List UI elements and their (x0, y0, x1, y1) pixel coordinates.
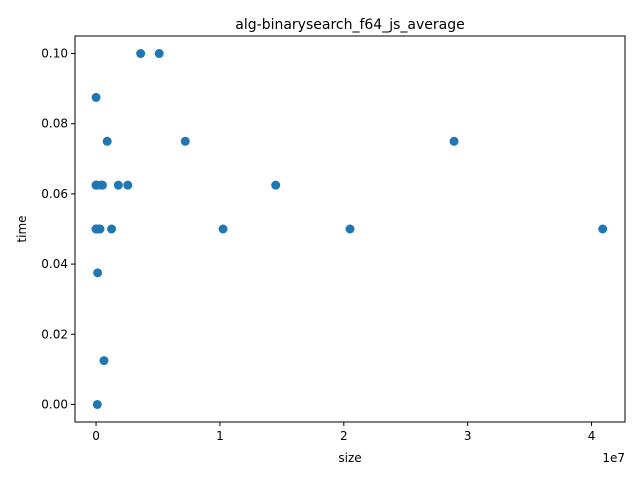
scatter-point (91, 92, 101, 102)
scatter-point (93, 268, 103, 278)
x-tick-label: 4 (588, 429, 596, 443)
scatter-point (113, 180, 123, 190)
y-tick-label: 0.04 (41, 257, 68, 271)
scatter-point (598, 224, 608, 234)
x-axis-offset-label: 1e7 (602, 451, 625, 465)
x-tick-label: 3 (464, 429, 472, 443)
data-points (91, 49, 608, 409)
y-tick-label: 0.08 (41, 117, 68, 131)
scatter-point (102, 136, 112, 146)
scatter-point (92, 399, 102, 409)
x-tick-label: 1 (216, 429, 224, 443)
scatter-point (449, 136, 459, 146)
y-axis-ticks: 0.00 0.02 0.04 0.06 0.08 0.10 (41, 47, 75, 411)
scatter-point (154, 49, 164, 59)
axes (74, 35, 626, 423)
scatter-point (123, 180, 133, 190)
scatter-point (218, 224, 228, 234)
x-tick-label: 2 (340, 429, 348, 443)
scatter-point (345, 224, 355, 234)
y-tick-label: 0.00 (41, 397, 68, 411)
x-axis-ticks: 0 1 2 3 4 (92, 422, 595, 443)
scatter-point (99, 356, 109, 366)
chart-title: alg-binarysearch_f64_js_average (235, 17, 464, 33)
x-tick-label: 0 (92, 429, 100, 443)
scatter-point (136, 49, 146, 59)
scatter-point (107, 224, 117, 234)
plot-frame (74, 35, 626, 423)
scatter-point (271, 180, 281, 190)
scatter-point (180, 136, 190, 146)
scatter-point (97, 180, 107, 190)
y-tick-label: 0.06 (41, 187, 68, 201)
y-axis-label: time (15, 215, 29, 242)
x-axis-label: size (338, 451, 361, 465)
y-tick-label: 0.02 (41, 327, 68, 341)
scatter-point (95, 224, 105, 234)
y-tick-label: 0.10 (41, 47, 68, 61)
